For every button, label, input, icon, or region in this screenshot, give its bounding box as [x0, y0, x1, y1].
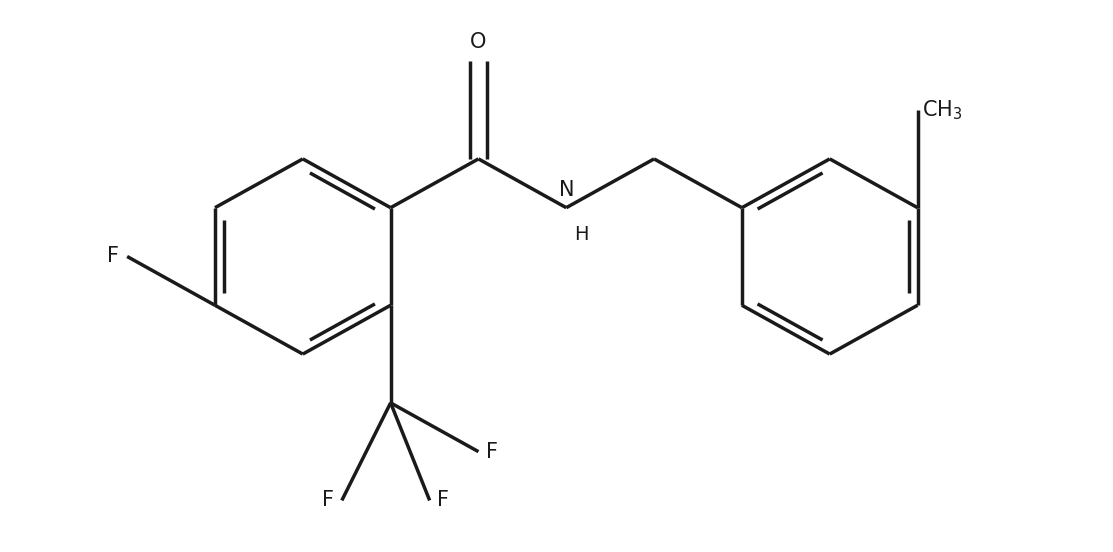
- Text: F: F: [486, 442, 499, 461]
- Text: O: O: [471, 31, 486, 51]
- Text: F: F: [322, 490, 334, 511]
- Text: N: N: [559, 180, 574, 200]
- Text: F: F: [107, 247, 119, 267]
- Text: H: H: [573, 225, 588, 244]
- Text: CH$_3$: CH$_3$: [923, 98, 963, 122]
- Text: F: F: [437, 490, 450, 511]
